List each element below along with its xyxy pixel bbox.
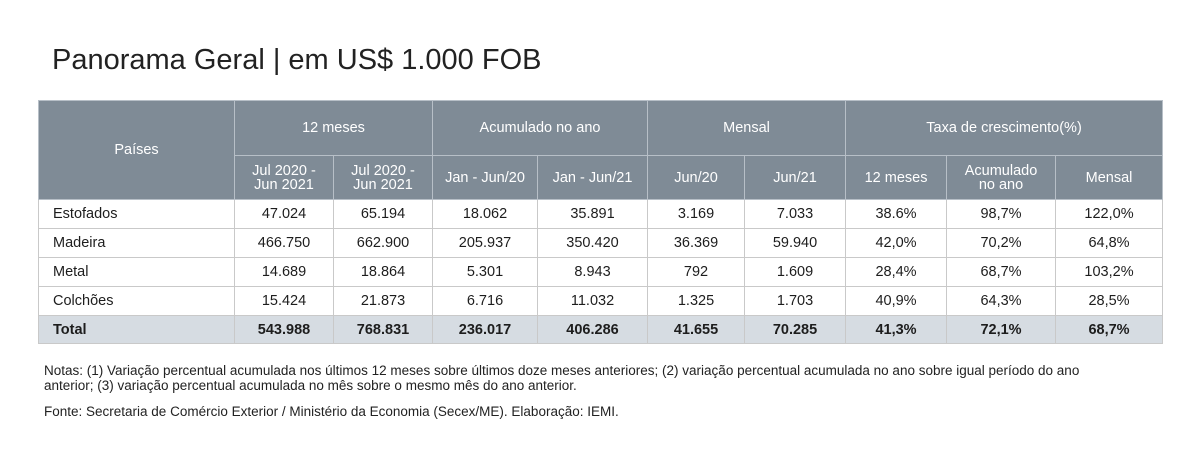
subheader: Jan - Jun/21 <box>536 155 649 200</box>
table-row: Metal 14.689 18.864 5.301 8.943 792 1.60… <box>38 257 1164 287</box>
table-cell: 11.032 <box>536 286 649 316</box>
total-cell: 70.285 <box>744 315 847 344</box>
overview-table: Países 12 meses Acumulado no ano Mensal … <box>38 100 1164 344</box>
total-cell: 72,1% <box>946 315 1057 344</box>
table-cell: 40,9% <box>845 286 948 316</box>
subheader: Jan - Jun/20 <box>432 155 538 200</box>
country-header: Países <box>38 100 235 200</box>
table-notes: Notas: (1) Variação percentual acumulada… <box>44 363 1080 393</box>
table-cell: 64,3% <box>946 286 1057 316</box>
table-cell: 103,2% <box>1055 257 1164 287</box>
table-row: Colchões 15.424 21.873 6.716 11.032 1.32… <box>38 286 1164 316</box>
total-cell: 41,3% <box>845 315 948 344</box>
table-cell: 98,7% <box>946 199 1057 229</box>
page-title: Panorama Geral | em US$ 1.000 FOB <box>52 44 542 76</box>
table-cell: 28,5% <box>1055 286 1164 316</box>
total-cell: 768.831 <box>333 315 433 344</box>
table-cell: 466.750 <box>234 228 334 258</box>
table-cell: 8.943 <box>536 257 649 287</box>
total-cell: 406.286 <box>536 315 649 344</box>
table-cell: 350.420 <box>536 228 649 258</box>
header-row-periods: Jul 2020 - Jun 2021 Jul 2020 - Jun 2021 … <box>39 155 1164 200</box>
table-cell: 59.940 <box>744 228 847 258</box>
table-cell: 36.369 <box>647 228 746 258</box>
total-row: Total 543.988 768.831 236.017 406.286 41… <box>38 315 1164 344</box>
table-cell: 18.864 <box>333 257 433 287</box>
subheader: Jun/20 <box>647 155 746 200</box>
subheader: Mensal <box>1055 155 1164 200</box>
table-cell: 1.703 <box>744 286 847 316</box>
country-cell: Madeira <box>38 228 235 258</box>
total-label: Total <box>38 315 235 344</box>
header-row-groups: Países 12 meses Acumulado no ano Mensal … <box>38 100 1164 200</box>
subheader: 12 meses <box>845 155 948 200</box>
total-cell: 41.655 <box>647 315 746 344</box>
table-cell: 662.900 <box>333 228 433 258</box>
country-cell: Estofados <box>38 199 235 229</box>
country-cell: Colchões <box>38 286 235 316</box>
table-cell: 1.325 <box>647 286 746 316</box>
group-header-taxa: Taxa de crescimento(%) <box>845 100 1164 156</box>
table-cell: 65.194 <box>333 199 433 229</box>
table-cell: 205.937 <box>432 228 538 258</box>
table-cell: 47.024 <box>234 199 334 229</box>
table-cell: 28,4% <box>845 257 948 287</box>
total-cell: 68,7% <box>1055 315 1164 344</box>
table-cell: 6.716 <box>432 286 538 316</box>
subheader: Jun/21 <box>744 155 847 200</box>
table-cell: 14.689 <box>234 257 334 287</box>
group-header-acumulado: Acumulado no ano <box>431 100 649 156</box>
table-cell: 68,7% <box>946 257 1057 287</box>
group-header-mensal: Mensal <box>647 100 847 156</box>
table-cell: 7.033 <box>744 199 847 229</box>
country-cell: Metal <box>38 257 235 287</box>
total-cell: 543.988 <box>234 315 334 344</box>
table-cell: 70,2% <box>946 228 1057 258</box>
source-note: Fonte: Secretaria de Comércio Exterior /… <box>44 404 619 419</box>
subheader: Jul 2020 - Jun 2021 <box>333 155 433 200</box>
table-cell: 122,0% <box>1055 199 1164 229</box>
table-row: Madeira 466.750 662.900 205.937 350.420 … <box>38 228 1164 258</box>
table-cell: 1.609 <box>744 257 847 287</box>
table-row: Estofados 47.024 65.194 18.062 35.891 3.… <box>38 199 1164 229</box>
table-cell: 64,8% <box>1055 228 1164 258</box>
table-cell: 21.873 <box>333 286 433 316</box>
table-cell: 5.301 <box>432 257 538 287</box>
group-header-12-meses: 12 meses <box>234 100 433 156</box>
subheader: Jul 2020 - Jun 2021 <box>234 155 334 200</box>
table-cell: 792 <box>647 257 746 287</box>
subheader: Acumulado no ano <box>946 155 1057 200</box>
total-cell: 236.017 <box>432 315 538 344</box>
table-cell: 15.424 <box>234 286 334 316</box>
table-cell: 35.891 <box>536 199 649 229</box>
table-cell: 38.6% <box>845 199 948 229</box>
table-cell: 3.169 <box>647 199 746 229</box>
table-cell: 18.062 <box>432 199 538 229</box>
table-cell: 42,0% <box>845 228 948 258</box>
